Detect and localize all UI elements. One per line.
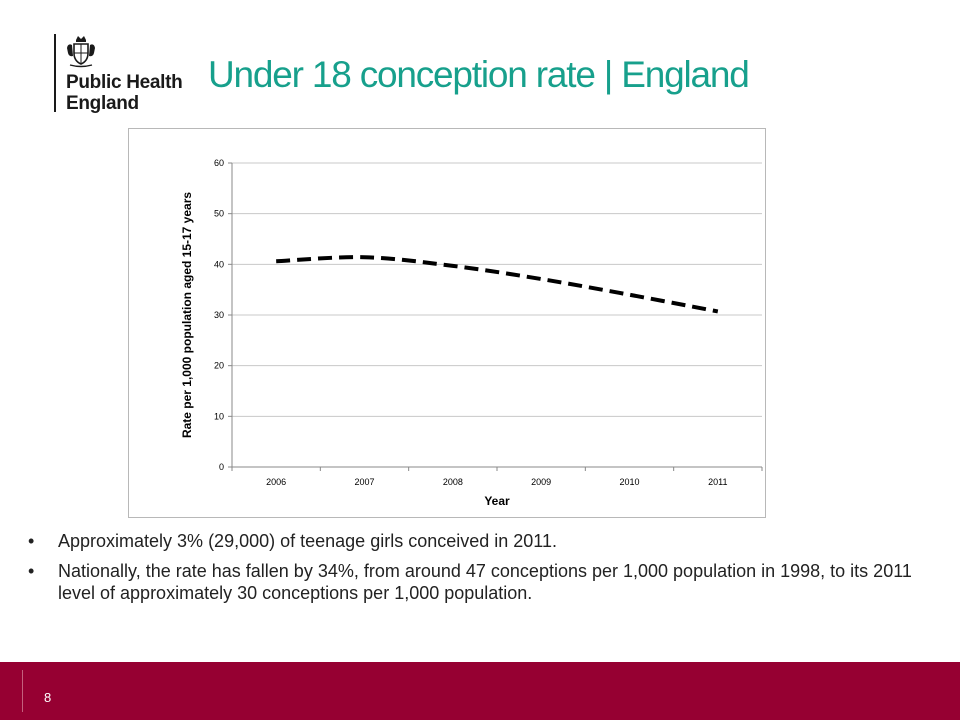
- slide-title: Under 18 conception rate | England: [208, 54, 750, 95]
- footer-bar: 8: [0, 662, 960, 720]
- org-name-line2: England: [66, 93, 139, 114]
- y-tick-label: 40: [214, 259, 224, 269]
- bullet-list: • Approximately 3% (29,000) of teenage g…: [28, 530, 948, 612]
- y-tick-label: 0: [219, 462, 224, 472]
- org-name-line1: Public Health: [66, 72, 183, 93]
- series-line: [276, 255, 719, 314]
- x-tick-label: 2008: [443, 477, 463, 487]
- y-tick-label: 10: [214, 411, 224, 421]
- bullet-marker: •: [28, 561, 35, 581]
- x-tick-label: 2006: [266, 477, 286, 487]
- line-chart: 0 10 20 30 40 50 60 2006 2007 2008 2009 2010 2011 Yea…: [180, 158, 763, 508]
- footer-divider: [22, 670, 23, 712]
- x-tick-label: 2009: [531, 477, 551, 487]
- y-tick-label: 20: [214, 361, 224, 371]
- y-axis-title: Rate per 1,000 population aged 15-17 yea…: [180, 192, 194, 438]
- bullet-item: • Nationally, the rate has fallen by 34%…: [28, 560, 948, 604]
- phe-logo: Public Health England: [54, 34, 204, 114]
- y-tick-label: 50: [214, 209, 224, 219]
- logo-divider: [54, 34, 56, 112]
- page-number: 8: [44, 690, 52, 705]
- y-tick-label: 60: [214, 158, 224, 168]
- bullet-item: • Approximately 3% (29,000) of teenage g…: [28, 530, 948, 552]
- chart-frame: 0 10 20 30 40 50 60 2006 2007 2008 2009 2010 2011 Yea…: [128, 128, 766, 518]
- bullet-text: Nationally, the rate has fallen by 34%, …: [58, 561, 912, 603]
- x-tick-label: 2011: [708, 477, 727, 487]
- x-tick-label: 2007: [354, 477, 374, 487]
- y-tick-label: 30: [214, 310, 224, 320]
- x-axis-title: Year: [484, 494, 510, 508]
- org-name: Public Health England: [66, 72, 183, 114]
- x-tick-label: 2010: [619, 477, 639, 487]
- bullet-marker: •: [28, 531, 35, 551]
- royal-crest-icon: [67, 36, 95, 68]
- bullet-text: Approximately 3% (29,000) of teenage gir…: [58, 531, 557, 551]
